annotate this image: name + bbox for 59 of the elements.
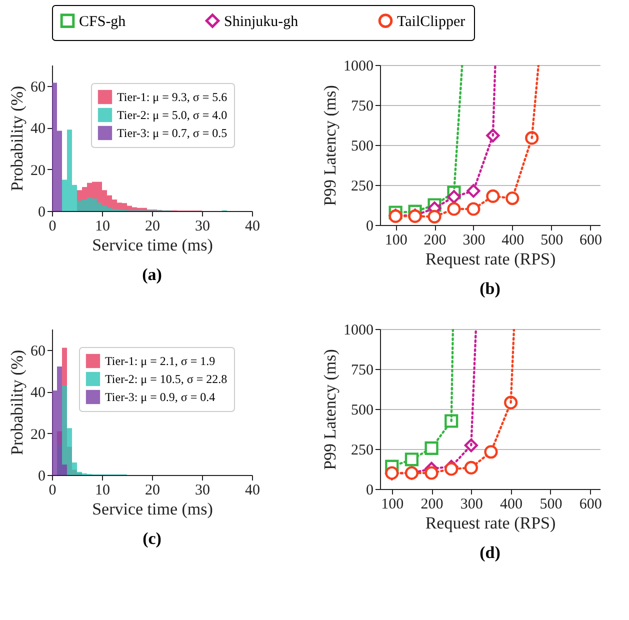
y-tick-label: 750 — [351, 98, 374, 114]
text: (a) — [142, 265, 162, 284]
legend-label: TailClipper — [397, 14, 466, 30]
y-tick-label: 500 — [351, 402, 374, 418]
text: (b) — [480, 279, 500, 298]
x-tick-label: 10 — [95, 218, 110, 234]
x-tick-label: 100 — [381, 496, 404, 512]
legend-label: Shinjuku-gh — [224, 14, 299, 30]
x-tick-label: 100 — [384, 232, 408, 248]
y-tick-label: 1000 — [344, 322, 374, 338]
y-axis-title: Probability (%) — [8, 86, 26, 192]
x-tick-label: 500 — [540, 496, 562, 512]
x-tick-label: 500 — [540, 232, 564, 248]
y-axis-title: P99 Latency (ms) — [320, 85, 340, 206]
text: (c) — [142, 529, 162, 548]
x-tick-label: 600 — [580, 232, 602, 248]
y-tick-label: 500 — [351, 138, 374, 154]
y-axis-title: Probability (%) — [8, 350, 26, 456]
y-tick-label: 1000 — [344, 58, 374, 74]
legend-label: Tier-1: μ = 9.3, σ = 5.6 — [117, 90, 228, 104]
x-tick-label: 10 — [95, 482, 110, 498]
x-tick-label: 400 — [500, 496, 523, 512]
y-tick-label: 0 — [38, 204, 46, 220]
x-axis-title: Service time (ms) — [92, 500, 213, 518]
x-tick-label: 400 — [502, 232, 524, 248]
x-tick-label: 300 — [462, 232, 486, 248]
x-tick-label: 200 — [424, 232, 446, 248]
y-tick-label: 0 — [38, 468, 46, 484]
x-tick-label: 20 — [145, 218, 160, 234]
x-tick-label: 30 — [195, 482, 210, 498]
x-tick-label: 40 — [245, 218, 260, 234]
y-tick-label: 250 — [351, 442, 374, 458]
x-tick-label: 200 — [420, 496, 444, 512]
x-tick-label: 20 — [145, 482, 160, 498]
y-tick-label: 40 — [30, 121, 46, 138]
y-tick-label: 40 — [30, 385, 46, 402]
x-axis-title: Request rate (RPS) — [425, 250, 556, 268]
x-tick-label: 0 — [48, 218, 56, 234]
legend-label: Tier-3: μ = 0.7, σ = 0.5 — [117, 126, 228, 140]
x-axis-title: Service time (ms) — [92, 236, 213, 254]
y-tick-label: 20 — [30, 426, 46, 443]
y-tick-label: 250 — [351, 178, 374, 194]
y-axis-title: P99 Latency (ms) — [320, 349, 340, 470]
text: (d) — [480, 543, 500, 562]
y-tick-label: 60 — [30, 79, 46, 96]
x-axis-title: Request rate (RPS) — [425, 514, 556, 532]
x-tick-label: 30 — [195, 218, 210, 234]
legend-label: Tier-2: μ = 5.0, σ = 4.0 — [117, 108, 228, 122]
y-tick-label: 750 — [351, 362, 374, 378]
x-tick-label: 0 — [48, 482, 56, 498]
y-tick-label: 60 — [30, 343, 46, 360]
legend-label: Tier-1: μ = 2.1, σ = 1.9 — [105, 354, 216, 368]
y-tick-label: 20 — [30, 162, 46, 179]
x-tick-label: 600 — [579, 496, 602, 512]
legend-label: Tier-2: μ = 10.5, σ = 22.8 — [105, 372, 228, 386]
x-tick-label: 300 — [460, 496, 483, 512]
x-tick-label: 40 — [245, 482, 260, 498]
legend-label: CFS-gh — [79, 14, 126, 30]
legend-label: Tier-3: μ = 0.9, σ = 0.4 — [105, 390, 216, 404]
